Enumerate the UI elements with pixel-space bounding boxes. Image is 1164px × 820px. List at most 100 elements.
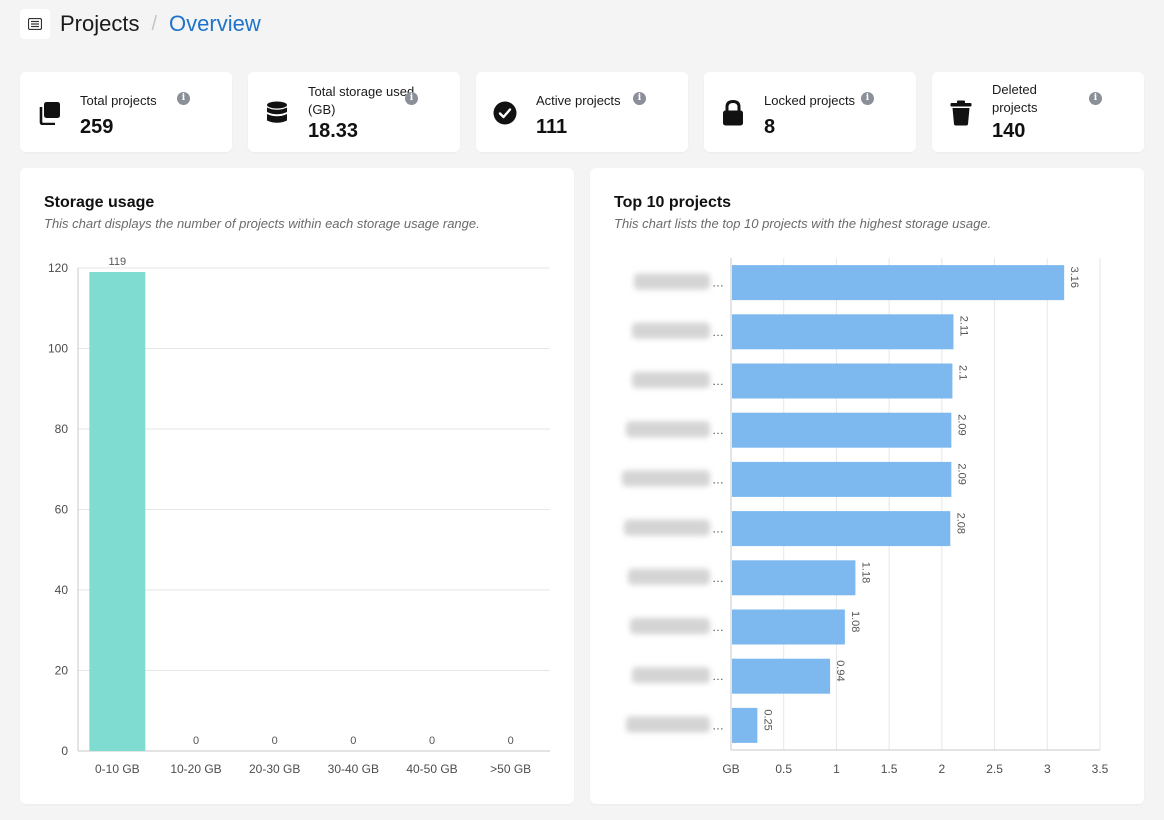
y-tick-label: 80 xyxy=(55,422,69,436)
check-circle-icon xyxy=(492,100,518,126)
stat-value: 8 xyxy=(764,116,776,138)
ellipsis-label: … xyxy=(712,718,724,732)
panel-title: Storage usage xyxy=(44,194,155,211)
stat-label: Total storage used (GB) xyxy=(308,84,415,117)
bar xyxy=(732,461,952,497)
bar-value-label: 0 xyxy=(193,735,199,747)
storage-usage-panel: Storage usage This chart displays the nu… xyxy=(20,168,574,804)
ellipsis-label: … xyxy=(712,325,724,339)
y-tick-label: 100 xyxy=(48,342,68,356)
x-tick-label: 1.5 xyxy=(881,762,898,776)
obscured-category-label xyxy=(626,421,710,438)
x-tick-label: 2.5 xyxy=(986,762,1003,776)
x-tick-label: 3 xyxy=(1044,762,1051,776)
obscured-category-label xyxy=(624,519,710,536)
x-tick-label: 1 xyxy=(833,762,840,776)
stat-value: 111 xyxy=(536,116,568,138)
x-tick-label: 3.5 xyxy=(1092,762,1109,776)
ellipsis-label: … xyxy=(712,571,724,585)
info-icon[interactable]: i xyxy=(633,92,646,105)
top-projects-chart: GB 0.5 1 1.5 2 2.5 3 3.5 3.16 … 2.11 … 2.1 … 2.09 … 2.09… xyxy=(622,258,1109,776)
x-tick-label: 30-40 GB xyxy=(328,762,379,776)
bar-value-label: 1.08 xyxy=(849,611,861,632)
obscured-category-label xyxy=(632,667,710,684)
project-list-icon xyxy=(20,9,50,39)
ellipsis-label: … xyxy=(712,620,724,634)
bar xyxy=(732,363,953,399)
bar xyxy=(732,560,856,596)
y-tick-label: 60 xyxy=(55,503,69,517)
obscured-category-label xyxy=(632,372,710,388)
obscured-category-label xyxy=(630,618,710,634)
x-tick-label: >50 GB xyxy=(490,762,531,776)
bar-value-label: 0 xyxy=(350,735,356,747)
bar xyxy=(732,412,952,448)
stat-label: Active projects xyxy=(536,93,621,108)
y-tick-label: 0 xyxy=(61,744,68,758)
x-tick-label: 0.5 xyxy=(775,762,792,776)
y-tick-label: 20 xyxy=(55,664,69,678)
x-tick-label: GB xyxy=(722,762,739,776)
bar-value-label: 0 xyxy=(508,735,514,747)
obscured-category-label xyxy=(628,568,710,585)
stat-value: 140 xyxy=(992,120,1026,142)
stat-value: 259 xyxy=(80,116,114,138)
panel-subtitle: This chart displays the number of projec… xyxy=(44,216,480,231)
bar xyxy=(732,314,954,350)
bar-value-label: 0 xyxy=(272,735,278,747)
bar-value-label: 0.94 xyxy=(834,660,846,681)
stat-card-deleted-projects: Deleted projects 140 i xyxy=(932,72,1144,152)
obscured-category-label xyxy=(632,322,710,339)
obscured-category-label xyxy=(622,470,710,487)
copy-icon xyxy=(36,100,62,126)
bar-value-label: 2.09 xyxy=(955,414,967,435)
x-tick-label: 2 xyxy=(939,762,946,776)
stat-label: Locked projects xyxy=(764,93,856,108)
bar-value-label: 2.09 xyxy=(955,463,967,484)
trash-icon xyxy=(948,100,974,126)
stat-card-total-projects: Total projects 259 i xyxy=(20,72,232,152)
info-icon[interactable]: i xyxy=(1089,92,1102,105)
info-icon[interactable]: i xyxy=(405,92,418,105)
stat-card-active-projects: Active projects 111 i xyxy=(476,72,688,152)
stat-value: 18.33 xyxy=(308,120,359,142)
bar-value-label: 3.16 xyxy=(1068,267,1080,288)
ellipsis-label: … xyxy=(712,276,724,290)
bar-value-label: 2.11 xyxy=(957,316,969,337)
bar xyxy=(732,707,758,743)
obscured-category-label xyxy=(626,716,710,733)
bar xyxy=(732,511,951,547)
stat-label: Total projects xyxy=(80,93,157,108)
bar-value-label: 2.08 xyxy=(954,513,966,534)
breadcrumb: Projects / Overview xyxy=(20,8,261,40)
panel-title: Top 10 projects xyxy=(614,194,732,211)
breadcrumb-separator: / xyxy=(151,12,158,35)
panel-subtitle: This chart lists the top 10 projects wit… xyxy=(614,216,992,231)
info-icon[interactable]: i xyxy=(177,92,190,105)
ellipsis-label: … xyxy=(712,472,724,486)
bar-value-label: 0 xyxy=(429,735,435,747)
bar-value-label: 1.18 xyxy=(859,562,871,583)
ellipsis-label: … xyxy=(712,522,724,536)
bar-value-label: 119 xyxy=(109,256,127,268)
info-icon[interactable]: i xyxy=(861,92,874,105)
bar xyxy=(732,265,1065,301)
stat-card-total-storage: Total storage used (GB) 18.33 i xyxy=(248,72,460,152)
y-tick-label: 120 xyxy=(48,261,68,275)
bar-value-label: 2.1 xyxy=(956,365,968,380)
bar-value-label: 0.25 xyxy=(761,709,773,730)
stat-card-locked-projects: Locked projects 8 i xyxy=(704,72,916,152)
ellipsis-label: … xyxy=(712,374,724,388)
lock-icon xyxy=(720,100,746,126)
storage-usage-chart: 0 20 40 60 80 100 120 119 0-10 GB 0 10-20 GB 0 20-30… xyxy=(48,256,550,776)
y-tick-label: 40 xyxy=(55,583,69,597)
obscured-category-label xyxy=(634,273,710,290)
stat-label: Deleted projects xyxy=(992,82,1038,115)
bar xyxy=(89,272,146,751)
breadcrumb-overview[interactable]: Overview xyxy=(169,11,261,36)
x-tick-label: 40-50 GB xyxy=(406,762,457,776)
ellipsis-label: … xyxy=(712,669,724,683)
breadcrumb-projects-link[interactable]: Projects xyxy=(60,11,140,36)
bar xyxy=(732,609,845,645)
x-tick-label: 0-10 GB xyxy=(95,762,140,776)
